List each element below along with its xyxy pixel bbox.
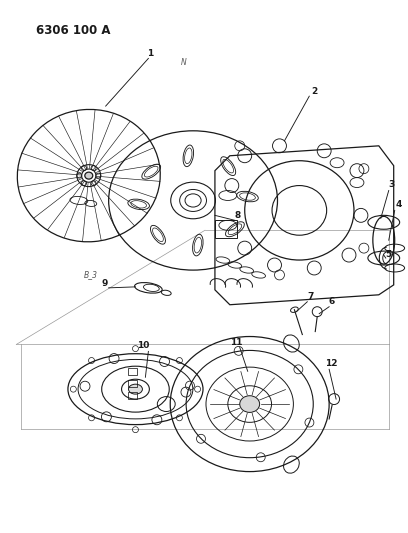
Text: 3: 3 (388, 180, 395, 189)
Ellipse shape (240, 395, 259, 413)
Text: B_3: B_3 (84, 270, 98, 279)
Text: 5: 5 (386, 249, 392, 259)
Text: 12: 12 (325, 359, 337, 368)
Text: 6: 6 (329, 297, 335, 306)
Text: 6306 100 A: 6306 100 A (36, 23, 111, 37)
Text: N: N (181, 58, 186, 67)
Ellipse shape (129, 384, 142, 394)
Text: 11: 11 (230, 338, 242, 347)
Text: 7: 7 (307, 292, 313, 301)
Text: 9: 9 (102, 279, 108, 288)
Text: 4: 4 (395, 200, 402, 209)
Text: 8: 8 (235, 211, 241, 220)
Ellipse shape (85, 172, 93, 179)
Text: 10: 10 (137, 341, 150, 350)
Text: 2: 2 (311, 87, 317, 96)
Text: 1: 1 (147, 49, 153, 58)
